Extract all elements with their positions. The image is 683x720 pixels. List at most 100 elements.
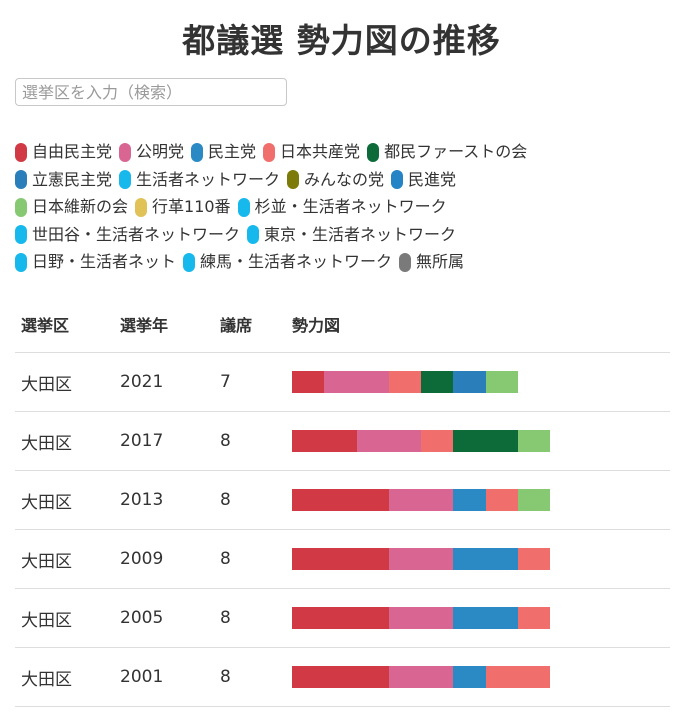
cell-chart <box>286 470 670 530</box>
strength-bar <box>292 666 550 688</box>
legend-label: 公明党 <box>136 142 185 161</box>
legend-row: 立憲民主党 生活者ネットワーク みんなの党 民進党 <box>15 168 675 196</box>
legend-label: 民進党 <box>408 169 457 189</box>
legend-item: 自由民主党 <box>15 140 112 164</box>
cell-seats: 7 <box>214 352 286 412</box>
bar-segment <box>517 430 550 452</box>
legend-label: みんなの党 <box>304 169 385 189</box>
legend-item: 日野・生活者ネット <box>15 250 176 274</box>
header-district: 選挙区 <box>21 316 70 335</box>
legend-swatch <box>247 225 260 244</box>
bar-segment <box>292 371 325 393</box>
legend-swatch <box>15 225 27 244</box>
bar-segment <box>485 371 518 393</box>
cell-year: 2017 <box>114 411 214 471</box>
legend-label: 都民ファーストの会 <box>384 142 528 161</box>
legend-label: 自由民主党 <box>32 142 113 161</box>
legend-item: 行革110番 <box>135 195 231 219</box>
bar-segment <box>517 607 550 629</box>
district-search-input[interactable] <box>15 78 287 106</box>
legend-item: 日本共産党 <box>263 140 360 164</box>
legend-label: 日野・生活者ネット <box>32 252 177 271</box>
legend-label: 生活者ネットワーク <box>136 169 281 189</box>
legend-row: 自由民主党 公明党 民主党 日本共産党 都民ファーストの会 <box>15 140 675 168</box>
cell-seats: 8 <box>214 588 286 648</box>
legend-item: 民進党 <box>391 168 456 192</box>
bar-segment <box>292 666 389 688</box>
legend-item: 東京・生活者ネットワーク <box>247 223 456 247</box>
cell-chart <box>286 588 670 648</box>
bar-segment <box>388 548 454 570</box>
bar-segment <box>453 607 518 629</box>
legend-swatch <box>191 142 204 162</box>
bar-segment <box>388 489 454 511</box>
legend-swatch <box>135 197 148 217</box>
bar-segment <box>292 430 357 452</box>
strength-bar <box>292 548 550 570</box>
strength-bar <box>292 607 550 629</box>
bar-segment <box>292 548 389 570</box>
legend-label: 民主党 <box>208 142 257 161</box>
party-legend: 自由民主党 公明党 民主党 日本共産党 都民ファーストの会立憲民主党 生活者ネットワーク み… <box>15 140 675 278</box>
bar-segment <box>453 489 486 511</box>
table-row: 大田区 2013 8 <box>15 470 670 530</box>
bar-segment <box>453 666 486 688</box>
table-row: 大田区 2005 8 <box>15 588 670 648</box>
legend-row: 日本維新の会 行革110番 杉並・生活者ネットワーク <box>15 195 675 223</box>
bar-segment <box>356 430 421 452</box>
legend-label: 練馬・生活者ネットワーク <box>200 252 393 271</box>
legend-swatch <box>237 197 250 217</box>
legend-swatch <box>15 142 27 162</box>
legend-row: 日野・生活者ネット 練馬・生活者ネットワーク 無所属 <box>15 250 675 278</box>
legend-swatch <box>183 252 196 272</box>
bar-segment <box>324 371 389 393</box>
legend-swatch <box>15 197 27 217</box>
bar-segment <box>485 489 518 511</box>
cell-chart <box>286 352 670 412</box>
strength-table: 選挙区 選挙年 議席 勢力図 大田区 2021 7 大田区 2017 8 大田区 2013 8 大… <box>15 296 670 707</box>
legend-label: 杉並・生活者ネットワーク <box>254 197 447 216</box>
cell-chart <box>286 529 670 589</box>
legend-swatch <box>119 170 132 189</box>
legend-swatch <box>399 252 412 272</box>
legend-label: 行革110番 <box>152 197 231 216</box>
table-row: 大田区 2001 8 <box>15 647 670 707</box>
legend-item: みんなの党 <box>287 168 384 192</box>
legend-swatch <box>391 170 404 189</box>
legend-item: 杉並・生活者ネットワーク <box>237 195 447 219</box>
cell-year: 2001 <box>114 647 214 707</box>
legend-swatch <box>263 142 276 162</box>
bar-segment <box>453 548 518 570</box>
bar-segment <box>485 666 550 688</box>
strength-bar <box>292 371 550 393</box>
table-row: 大田区 2009 8 <box>15 529 670 589</box>
bar-segment <box>292 489 389 511</box>
legend-item: 公明党 <box>119 140 184 164</box>
cell-district: 大田区 <box>15 588 114 648</box>
table-row: 大田区 2017 8 <box>15 411 670 471</box>
cell-district: 大田区 <box>15 647 114 707</box>
header-chart: 勢力図 <box>292 316 341 335</box>
table-header-row: 選挙区 選挙年 議席 勢力図 <box>15 296 670 353</box>
legend-swatch <box>15 252 27 272</box>
bar-segment <box>421 430 454 452</box>
strength-bar <box>292 430 550 452</box>
legend-label: 世田谷・生活者ネットワーク <box>32 224 241 244</box>
legend-label: 日本共産党 <box>280 142 361 161</box>
legend-item: 日本維新の会 <box>15 195 128 219</box>
legend-label: 立憲民主党 <box>32 169 113 189</box>
cell-chart <box>286 647 670 707</box>
legend-label: 日本維新の会 <box>32 197 129 216</box>
cell-seats: 8 <box>214 470 286 530</box>
cell-district: 大田区 <box>15 529 114 589</box>
header-year: 選挙年 <box>120 316 169 335</box>
bar-segment <box>517 548 550 570</box>
table-row: 大田区 2021 7 <box>15 352 670 412</box>
bar-segment <box>453 371 486 393</box>
legend-swatch <box>287 170 300 189</box>
cell-chart <box>286 411 670 471</box>
legend-row: 世田谷・生活者ネットワーク 東京・生活者ネットワーク <box>15 223 675 251</box>
legend-item: 世田谷・生活者ネットワーク <box>15 223 240 247</box>
cell-seats: 8 <box>214 647 286 707</box>
legend-item: 生活者ネットワーク <box>119 168 280 192</box>
